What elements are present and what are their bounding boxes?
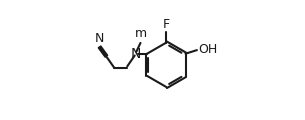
Text: m: m xyxy=(135,27,147,40)
Text: N: N xyxy=(131,47,141,61)
Text: F: F xyxy=(163,18,170,31)
Text: N: N xyxy=(94,32,104,45)
Text: OH: OH xyxy=(198,43,217,56)
